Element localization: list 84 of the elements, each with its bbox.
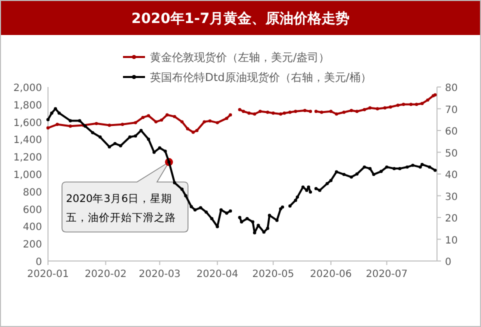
y2-tick-label: 70 <box>445 104 458 116</box>
point <box>362 108 366 112</box>
point <box>56 122 59 126</box>
point <box>154 120 158 124</box>
y-tick-label: 1,600 <box>13 118 42 129</box>
x-tick-label: 2020-07 <box>366 269 408 280</box>
y2-tick-label: 80 <box>445 83 458 94</box>
point <box>329 110 333 113</box>
point <box>258 110 262 113</box>
point <box>426 98 430 102</box>
point <box>166 113 169 116</box>
point <box>383 106 386 110</box>
y2-tick-label: 10 <box>445 235 458 246</box>
y-tick-label: 1,400 <box>13 135 42 146</box>
x-tick-label: 2020-06 <box>310 269 352 280</box>
point <box>120 122 124 126</box>
point <box>314 110 318 113</box>
point <box>253 112 256 116</box>
y2-tick-label: 50 <box>445 148 458 160</box>
point <box>294 110 298 113</box>
point <box>279 112 282 116</box>
point <box>409 102 413 106</box>
point <box>238 108 242 112</box>
y-tick-label: 800 <box>22 187 42 198</box>
y-tick-label: 600 <box>22 204 42 216</box>
point <box>308 110 312 113</box>
point <box>376 107 380 110</box>
point <box>368 106 372 110</box>
x-tick-label: 2020-03 <box>138 269 181 280</box>
point <box>134 121 138 124</box>
y-tick-label: 1,800 <box>13 100 42 112</box>
point <box>414 102 418 106</box>
y-tick-label: 200 <box>22 240 42 251</box>
point <box>303 108 306 112</box>
point <box>202 120 206 124</box>
point <box>94 122 98 126</box>
point <box>266 110 270 114</box>
legend-label: 黄金伦敦现货价（左轴，美元/盎司） <box>150 51 330 64</box>
point <box>141 116 145 120</box>
point <box>108 124 112 127</box>
point <box>228 113 232 116</box>
point <box>216 121 219 124</box>
y-tick-label: 1,000 <box>13 170 42 181</box>
y2-tick-label: 40 <box>445 170 458 181</box>
point <box>342 110 346 114</box>
y2-tick-label: 30 <box>445 192 458 203</box>
point <box>420 102 424 106</box>
point <box>192 130 195 134</box>
point <box>282 112 286 115</box>
x-tick-label: 2020-02 <box>84 269 127 280</box>
x-tick-label: 2020-05 <box>252 269 294 280</box>
point <box>225 116 228 120</box>
point <box>350 108 353 112</box>
point <box>195 128 198 132</box>
chart-title: 2020年1-7月黄金、原油价格走势 <box>131 11 350 27</box>
point <box>402 102 406 106</box>
annotation: 2020年3月6日，星期五，油价开始下滑之路 <box>66 193 176 224</box>
y-tick-label: 2,000 <box>13 83 42 94</box>
y-tick-label: 1,200 <box>13 152 42 164</box>
point <box>46 126 50 130</box>
y-tick-label: 0 <box>36 257 42 268</box>
y2-tick-label: 20 <box>445 214 458 224</box>
point <box>68 124 72 128</box>
point <box>242 110 246 113</box>
point <box>180 120 184 124</box>
point <box>334 112 338 116</box>
y2-tick-label: 0 <box>445 257 452 268</box>
point <box>355 110 359 113</box>
y-tick-label: 400 <box>22 222 42 234</box>
x-tick-label: 2020-04 <box>196 269 238 280</box>
point <box>320 110 324 114</box>
point <box>160 118 164 122</box>
point <box>186 127 190 130</box>
point <box>288 110 292 114</box>
x-tick-label: 2020-01 <box>27 269 69 280</box>
point <box>146 114 150 118</box>
legend-label: 英国布伦特Dtd原油现货价（右轴，美元/桶） <box>150 71 372 84</box>
point <box>208 119 212 123</box>
y2-tick-label: 60 <box>445 126 458 138</box>
point <box>388 105 392 109</box>
point <box>396 104 400 107</box>
point <box>247 112 251 115</box>
point <box>272 112 275 115</box>
point <box>172 114 176 118</box>
